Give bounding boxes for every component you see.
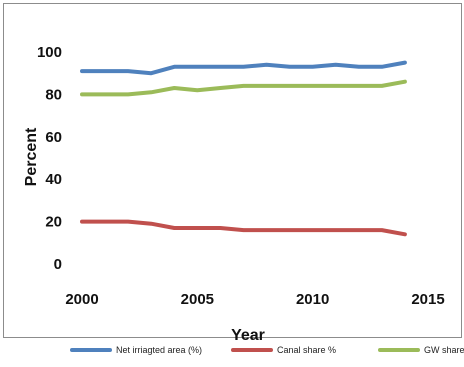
series-line-2 — [80, 79, 407, 97]
legend-label: Net irriagted area (%) — [116, 345, 202, 355]
legend-label: GW share % — [424, 345, 464, 355]
x-axis-ticks: 2000 2005 2010 2015 — [65, 291, 444, 308]
x-tick-label: 2015 — [411, 291, 444, 308]
y-tick-label: 60 — [45, 129, 62, 146]
y-tick-label: 80 — [45, 86, 62, 103]
chart-frame — [3, 3, 462, 338]
y-tick-label: 100 — [37, 44, 62, 61]
x-tick-label: 2010 — [296, 291, 329, 308]
y-tick-label: 0 — [54, 256, 62, 273]
plot-area — [80, 60, 407, 237]
y-tick-label: 20 — [45, 214, 62, 231]
x-axis-title: Year — [231, 327, 265, 344]
x-tick-label: 2000 — [65, 291, 98, 308]
y-tick-label: 40 — [45, 171, 62, 188]
series-line-1 — [80, 219, 407, 237]
y-axis-ticks: 0 20 40 60 80 100 — [37, 44, 62, 273]
legend: Net irriagted area (%) Canal share % GW sh… — [70, 345, 464, 355]
series-line-0 — [80, 60, 407, 76]
y-axis-title: Percent — [23, 127, 40, 186]
x-tick-label: 2005 — [181, 291, 214, 308]
legend-label: Canal share % — [277, 345, 336, 355]
